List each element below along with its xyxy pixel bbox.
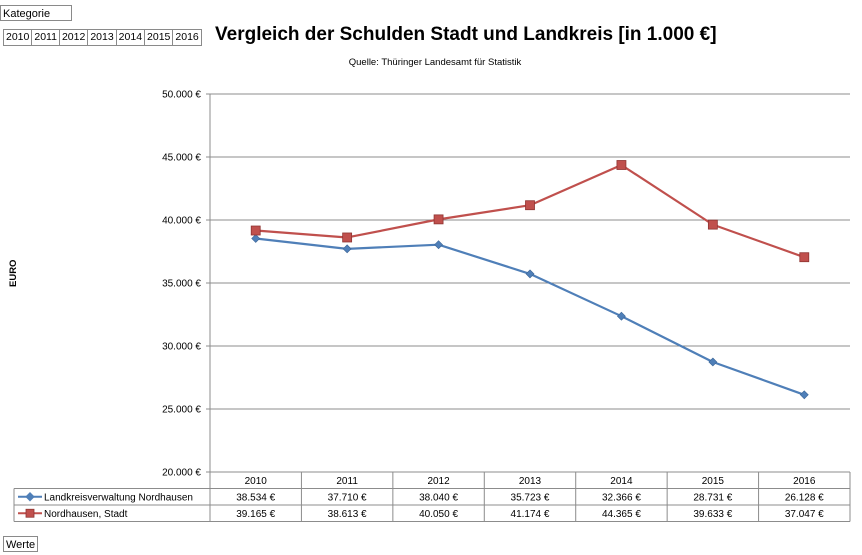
year-filter-2010[interactable]: 2010 — [4, 30, 33, 45]
chart-subtitle: Quelle: Thüringer Landesamt für Statisti… — [348, 57, 522, 68]
data-table-value: 38.040 € — [419, 492, 458, 503]
data-point — [433, 214, 444, 225]
values-filter-button[interactable]: Werte — [3, 536, 38, 552]
legend-label: Nordhausen, Stadt — [44, 509, 128, 520]
data-table-value: 32.366 € — [602, 492, 641, 503]
year-filter-2012[interactable]: 2012 — [59, 30, 89, 45]
data-table-value: 37.047 € — [785, 509, 824, 520]
legend-label: Landkreisverwaltung Nordhausen — [44, 492, 193, 503]
data-table-value: 38.534 € — [236, 492, 275, 503]
data-point — [434, 240, 443, 250]
data-table-value: 37.710 € — [328, 492, 367, 503]
data-table-value: 26.128 € — [785, 492, 824, 503]
x-tick-label: 2010 — [245, 476, 268, 487]
x-tick-label: 2011 — [336, 476, 358, 487]
data-point — [708, 357, 718, 367]
y-tick-label: 50.000 € — [162, 90, 201, 101]
year-filter-2016[interactable]: 2016 — [173, 30, 201, 45]
data-table-value: 35.723 € — [511, 492, 550, 503]
legend-key-marker — [25, 508, 35, 518]
data-point — [250, 225, 261, 236]
y-tick-label: 35.000 € — [162, 279, 201, 290]
x-tick-label: 2016 — [793, 476, 816, 487]
series-line — [255, 237, 805, 396]
chart-title: Vergleich der Schulden Stadt und Landkre… — [215, 24, 717, 45]
year-filter-2011[interactable]: 2011 — [32, 30, 60, 45]
y-tick-label: 25.000 € — [162, 405, 201, 416]
data-table-value: 41.174 € — [511, 509, 550, 520]
data-table-value: 39.633 € — [693, 509, 732, 520]
year-filter-2013[interactable]: 2013 — [88, 30, 117, 45]
y-tick-label: 30.000 € — [162, 342, 201, 353]
x-tick-label: 2014 — [610, 476, 633, 487]
y-tick-label: 45.000 € — [162, 153, 201, 164]
data-point — [251, 234, 261, 243]
year-filter-2015[interactable]: 2015 — [145, 30, 174, 45]
data-point — [707, 219, 718, 230]
legend-key-marker — [25, 492, 35, 502]
series-line — [255, 163, 805, 259]
data-table-value: 38.613 € — [328, 509, 367, 520]
data-table-value: 40.050 € — [419, 509, 458, 520]
data-table-value: 28.731 € — [693, 492, 732, 503]
data-table-value: 44.365 € — [602, 509, 641, 520]
data-point — [616, 160, 627, 170]
y-tick-label: 20.000 € — [162, 468, 201, 479]
data-point — [525, 269, 535, 279]
data-point — [799, 390, 809, 400]
data-point — [525, 200, 535, 211]
y-tick-label: 40.000 € — [162, 216, 201, 227]
category-filter-button[interactable]: Kategorie — [0, 5, 72, 21]
x-tick-label: 2012 — [427, 476, 450, 487]
year-filter-2014[interactable]: 2014 — [116, 30, 146, 45]
year-filter-bar: 2010 2011 2012 2013 2014 2015 2016 — [3, 29, 202, 46]
data-point — [617, 311, 626, 321]
data-table-value: 39.165 € — [236, 509, 275, 520]
data-point — [342, 244, 352, 254]
data-point — [799, 252, 810, 263]
x-tick-label: 2015 — [702, 476, 725, 487]
data-point — [342, 232, 353, 243]
x-tick-label: 2013 — [519, 476, 542, 487]
